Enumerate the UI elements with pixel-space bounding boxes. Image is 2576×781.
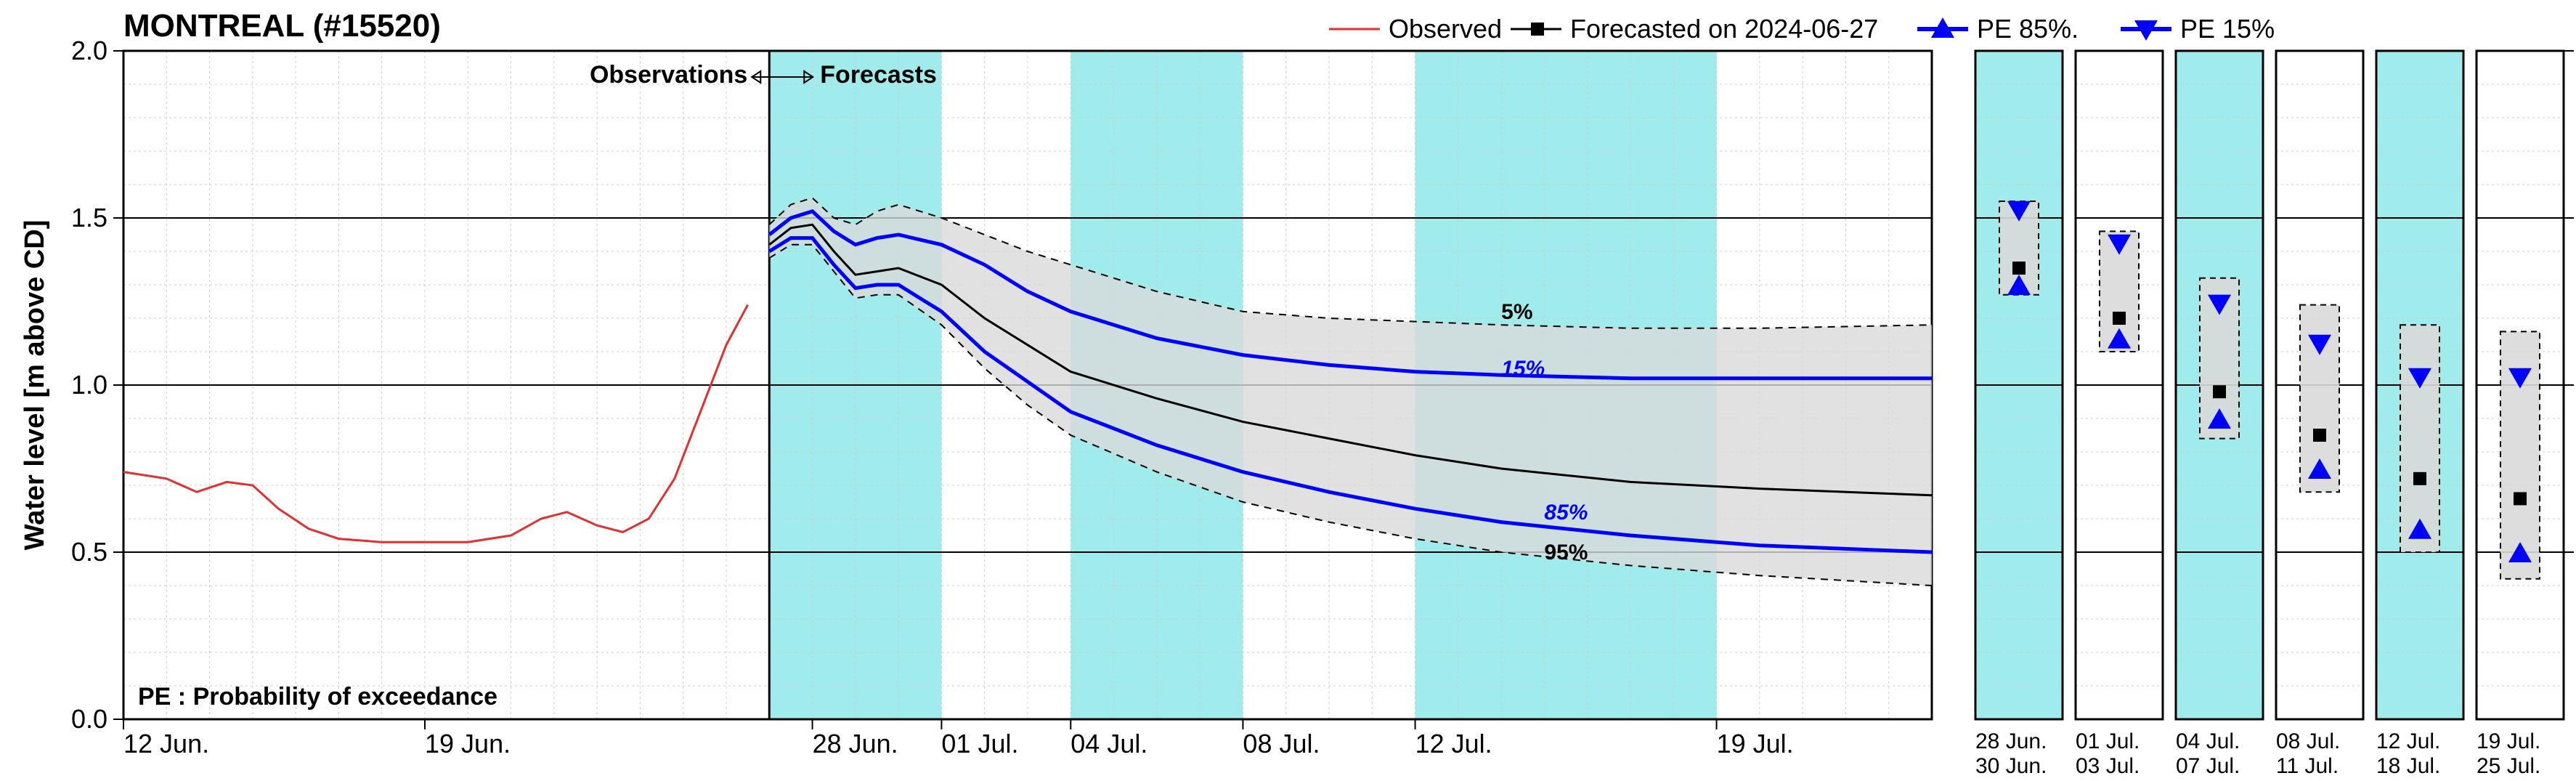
x-tick-label: 08 Jul. (1243, 729, 1320, 758)
observations-label: Observations (590, 61, 747, 89)
legend-observed-label: Observed (1389, 14, 1502, 44)
observed-line (123, 305, 748, 543)
mini-date-bottom: 30 Jun. (1975, 754, 2047, 778)
legend-forecast-label: Forecasted on 2024-06-27 (1570, 14, 1878, 44)
x-tick-label: 04 Jul. (1070, 729, 1147, 758)
mini-panel: 12 Jul.18 Jul. (2376, 51, 2463, 778)
mini-date-bottom: 11 Jul. (2276, 754, 2339, 778)
y-tick-label: 0.5 (71, 537, 107, 567)
x-tick-label: 28 Jun. (813, 729, 898, 758)
mini-panel: 04 Jul.07 Jul. (2176, 51, 2263, 778)
y-tick-label: 2.0 (71, 36, 107, 65)
legend-pe15-label: PE 15% (2180, 14, 2275, 44)
mini-uncertainty-box (2400, 325, 2439, 552)
mini-median-marker (2113, 312, 2126, 325)
mini-panel: 08 Jul.11 Jul. (2276, 51, 2363, 778)
mini-date-top: 01 Jul. (2076, 729, 2140, 753)
x-tick-label: 12 Jun. (123, 729, 209, 758)
y-tick-label: 1.5 (71, 203, 107, 232)
mini-date-bottom: 07 Jul. (2176, 754, 2240, 778)
mini-date-top: 19 Jul. (2477, 729, 2540, 753)
mini-date-bottom: 18 Jul. (2376, 754, 2440, 778)
mini-date-bottom: 25 Jul. (2477, 754, 2540, 778)
mini-date-bottom: 03 Jul. (2076, 754, 2140, 778)
y-axis-label: Water level [m above CD] (20, 220, 50, 551)
legend-pe85-label: PE 85%. (1977, 14, 2079, 44)
mini-date-top: 28 Jun. (1975, 729, 2047, 753)
svg-text:95%: 95% (1544, 541, 1588, 564)
y-tick-label: 0.0 (71, 704, 107, 734)
x-tick-label: 19 Jun. (425, 729, 511, 758)
x-tick-label: 01 Jul. (941, 729, 1018, 758)
pe-note: PE : Probability of exceedance (138, 683, 497, 711)
uncertainty-band (769, 198, 1932, 586)
mini-date-top: 12 Jul. (2376, 729, 2440, 753)
mini-panel: 01 Jul.03 Jul. (2076, 51, 2163, 778)
mini-median-marker (2413, 472, 2426, 485)
chart-title: MONTREAL (#15520) (123, 8, 441, 44)
mini-date-top: 04 Jul. (2176, 729, 2240, 753)
mini-median-marker (2012, 262, 2026, 275)
mini-median-marker (2313, 429, 2326, 442)
mini-date-top: 08 Jul. (2276, 729, 2340, 753)
x-tick-label: 12 Jul. (1415, 729, 1492, 758)
x-tick-label: 19 Jul. (1717, 729, 1794, 758)
y-tick-label: 1.0 (71, 370, 107, 400)
svg-text:15%: 15% (1501, 357, 1545, 381)
legend-forecast-marker (1531, 23, 1544, 36)
mini-median-marker (2514, 492, 2527, 505)
mini-median-marker (2213, 385, 2226, 398)
mini-panel: 19 Jul.25 Jul. (2477, 51, 2564, 778)
water-level-chart: 5%15%85%95%12 Jun.19 Jun.28 Jun.01 Jul.0… (0, 0, 2576, 781)
forecasts-label: Forecasts (820, 61, 937, 89)
svg-text:5%: 5% (1501, 300, 1532, 324)
mini-panel: 28 Jun.30 Jun. (1975, 51, 2063, 778)
svg-text:85%: 85% (1544, 501, 1588, 525)
